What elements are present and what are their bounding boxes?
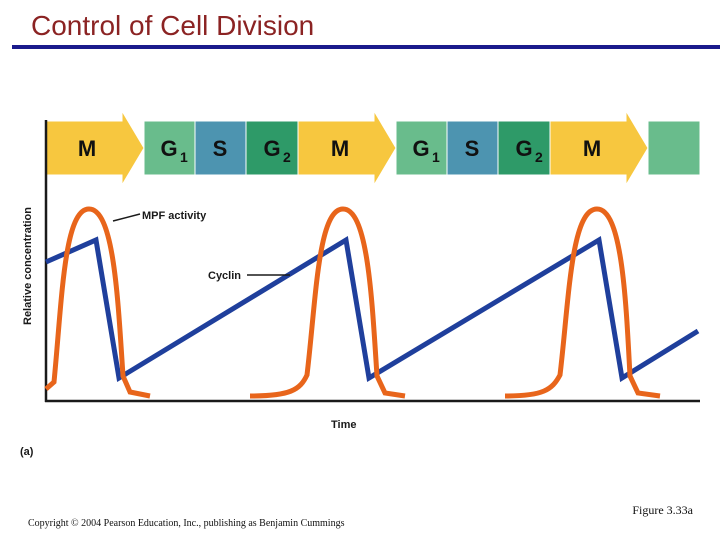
phase-g2-subscript: 2 [535, 149, 543, 165]
mpf-activity-label: MPF activity [142, 210, 207, 222]
slide-title: Control of Cell Division [31, 10, 315, 41]
phase-m-block [45, 109, 145, 187]
x-axis-label: Time [331, 419, 356, 431]
phase-g1-block [647, 120, 701, 176]
phase-m-label: M [331, 136, 349, 161]
phase-m-label: M [583, 136, 601, 161]
mpf-activity-peak [249, 206, 406, 399]
phase-s-label: S [465, 136, 480, 161]
phase-m-block [297, 109, 397, 187]
phase-g2-block [497, 120, 551, 176]
phase-s-label: S [213, 136, 228, 161]
phase-g1-subscript: 1 [432, 149, 440, 165]
y-axis-label: Relative concentration [22, 207, 34, 325]
phase-g1-subscript: 1 [180, 149, 188, 165]
mpf-activity-peak [44, 206, 151, 399]
cyclin-label: Cyclin [208, 270, 241, 282]
phase-g2-subscript: 2 [283, 149, 291, 165]
phase-g2-label: G [263, 136, 280, 161]
cyclin-curve [44, 235, 700, 383]
panel-label: (a) [20, 446, 34, 458]
figure-caption: Figure 3.33a [632, 503, 693, 517]
phase-g2-label: G [515, 136, 532, 161]
title-underline [12, 45, 720, 49]
phase-s-block [446, 120, 499, 176]
phase-g1-label: G [412, 136, 429, 161]
phase-m-label: M [78, 136, 96, 161]
phase-m-block [549, 109, 649, 187]
mpf-label-leader [112, 213, 141, 222]
copyright-notice: Copyright © 2004 Pearson Education, Inc.… [28, 518, 345, 529]
phase-g1-block [395, 120, 448, 176]
mpf-activity-peak [504, 206, 661, 399]
phase-g1-block [143, 120, 196, 176]
phase-g1-label: G [160, 136, 177, 161]
